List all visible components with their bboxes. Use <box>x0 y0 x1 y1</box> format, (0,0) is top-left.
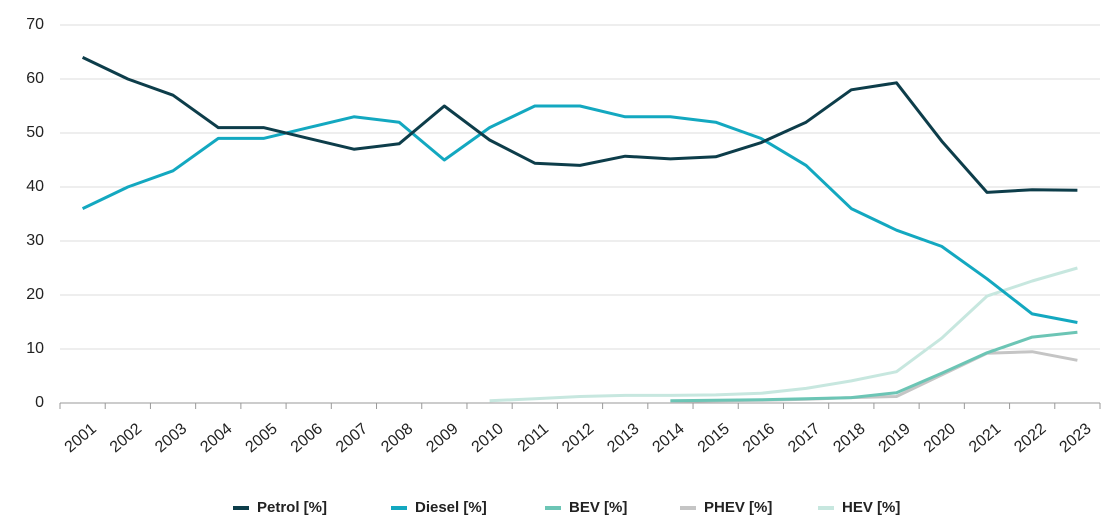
y-tick-label: 50 <box>26 124 44 141</box>
x-tick-label: 2006 <box>288 420 326 456</box>
x-tick-label: 2014 <box>650 420 688 456</box>
x-tick-label: 2013 <box>604 420 642 456</box>
x-tick-label: 2010 <box>469 420 507 456</box>
x-tick-label: 2017 <box>785 420 823 456</box>
legend-label: Diesel [%] <box>415 499 487 516</box>
x-tick-label: 2015 <box>695 420 733 456</box>
y-tick-label: 0 <box>35 394 44 411</box>
y-tick-label: 60 <box>26 70 44 87</box>
legend-label: PHEV [%] <box>704 499 772 516</box>
series-line <box>81 104 1078 324</box>
x-tick-label: 2005 <box>243 420 281 456</box>
legend-label: Petrol [%] <box>257 499 327 516</box>
y-tick-label: 20 <box>26 286 44 303</box>
x-tick-label: 2022 <box>1011 420 1049 456</box>
series-line <box>489 266 1078 403</box>
x-tick-label: 2016 <box>740 420 778 456</box>
x-tick-label: 2011 <box>515 420 552 455</box>
y-tick-label: 10 <box>26 340 44 357</box>
x-tick-label: 2021 <box>966 420 1004 456</box>
x-tick-label: 2020 <box>921 420 959 456</box>
legend-label: HEV [%] <box>842 499 900 516</box>
x-tick-label: 2008 <box>378 420 416 456</box>
x-tick-label: 2009 <box>423 420 461 456</box>
x-tick-label: 2004 <box>197 420 235 456</box>
x-tick-label: 2001 <box>62 420 100 456</box>
x-tick-label: 2002 <box>107 420 145 456</box>
x-tick-label: 2003 <box>152 420 190 456</box>
x-tick-label: 2019 <box>876 420 914 456</box>
x-tick-label: 2007 <box>333 420 371 456</box>
x-tick-label: 2023 <box>1056 420 1094 456</box>
series-line <box>81 56 1078 194</box>
x-tick-label: 2012 <box>559 420 597 456</box>
y-tick-label: 30 <box>26 232 44 249</box>
legend-label: BEV [%] <box>569 499 627 516</box>
y-tick-label: 70 <box>26 16 44 33</box>
y-tick-label: 40 <box>26 178 44 195</box>
x-tick-label: 2018 <box>830 420 868 456</box>
series-line <box>670 330 1078 403</box>
